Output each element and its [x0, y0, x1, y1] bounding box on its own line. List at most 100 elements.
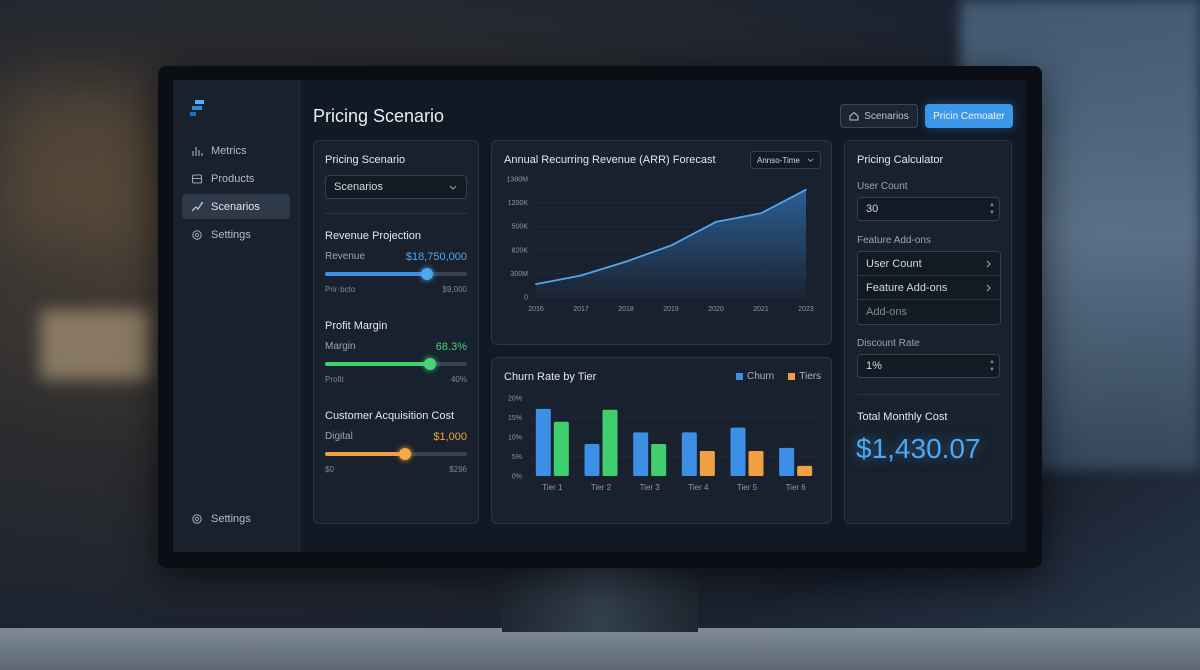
- churn-y-tick-label: 5%: [512, 454, 522, 461]
- user-count-input[interactable]: 30 ▲ ▼: [857, 197, 1000, 221]
- addons-list: User Count Feature Add-ons Add-ons: [857, 251, 1001, 325]
- monitor-stand: [502, 566, 698, 632]
- revenue-slider-handle[interactable]: [421, 268, 434, 280]
- arr-y-tick-label: 1200K: [508, 200, 529, 207]
- churn-chart-card: Churn Rate by Tier Churn Tiers 20% 15% 10%…: [491, 357, 832, 524]
- arr-data-point: [805, 188, 807, 191]
- total-monthly-cost-label: Total Monthly Cost: [857, 411, 948, 423]
- churn-y-tick-label: 0%: [512, 474, 522, 481]
- stepper-up-icon[interactable]: ▲: [989, 359, 995, 365]
- arr-chart-title: Annual Recurring Revenue (ARR) Forecast: [504, 154, 716, 166]
- gear-icon: [192, 229, 202, 240]
- churn-x-tick-label: Tier 6: [786, 483, 807, 492]
- margin-label: Margin: [325, 341, 356, 352]
- sidebar-footer-settings[interactable]: Settings: [182, 506, 290, 531]
- scenarios-icon: [191, 201, 203, 211]
- arr-data-point: [535, 283, 537, 286]
- revenue-max-label: $9,000: [442, 285, 467, 294]
- addon-item-label: Feature Add-ons: [866, 281, 948, 294]
- sidebar-item-settings[interactable]: Settings: [182, 222, 290, 247]
- stepper-down-icon[interactable]: ▼: [989, 367, 995, 373]
- pricing-calculator-button[interactable]: Pricin Cemoater: [925, 104, 1013, 128]
- revenue-projection-title: Revenue Projection: [325, 230, 422, 242]
- scenario-select[interactable]: Scenarios: [325, 175, 467, 199]
- addon-item-feature-addons[interactable]: Feature Add-ons: [858, 276, 1000, 300]
- legend-swatch-churn: [736, 373, 743, 380]
- churn-y-tick-label: 20%: [508, 396, 522, 403]
- churn-bar-retention: [602, 409, 618, 476]
- margin-slider-handle[interactable]: [424, 358, 437, 370]
- calculator-card: Pricing Calculator User Count 30 ▲ ▼ Feat…: [844, 140, 1012, 524]
- churn-bar-churn: [681, 432, 697, 476]
- arr-area: [536, 189, 806, 297]
- sidebar: Metrics Products Scenarios Settings Sett…: [173, 80, 300, 552]
- arr-x-tick-label: 2018: [618, 306, 634, 313]
- gear-icon: [192, 513, 202, 524]
- churn-bar-tiers: [797, 465, 813, 476]
- churn-chart: 20% 15% 10% 5% 0% Tier 1 Tier 2 Tier 3 Tier 4 Tie…: [508, 396, 822, 492]
- addons-placeholder-label: Add-ons: [866, 306, 907, 318]
- profit-margin-title: Profit Margin: [325, 320, 388, 332]
- arr-y-tick-label: 820K: [512, 247, 529, 254]
- stepper-down-icon[interactable]: ▼: [989, 210, 995, 216]
- addon-item-user-count[interactable]: User Count: [858, 252, 1000, 276]
- churn-bar-churn: [779, 447, 795, 476]
- arr-y-tick-label: 1380M: [507, 177, 529, 184]
- chevron-right-icon: [986, 260, 991, 267]
- discount-rate-value: 1%: [866, 360, 882, 372]
- scenarios-button[interactable]: Scenarios: [840, 104, 918, 128]
- sidebar-item-label: Products: [211, 172, 255, 185]
- sidebar-item-label: Settings: [211, 228, 251, 241]
- arr-data-point: [715, 221, 717, 223]
- sidebar-item-metrics[interactable]: Metrics: [182, 138, 290, 163]
- churn-bar-churn: [584, 444, 600, 476]
- divider: [325, 213, 467, 214]
- cac-min-label: $0: [325, 465, 334, 474]
- home-icon: [849, 111, 859, 121]
- discount-rate-input[interactable]: 1% ▲ ▼: [857, 354, 1000, 378]
- sidebar-footer-label: Settings: [211, 512, 251, 525]
- calculator-title: Pricing Calculator: [857, 154, 944, 166]
- churn-bar-churn: [535, 408, 551, 476]
- sidebar-item-label: Metrics: [211, 144, 247, 157]
- addons-label: Feature Add-ons: [857, 235, 931, 246]
- arr-data-point: [625, 260, 627, 263]
- margin-min-label: Profit: [325, 375, 344, 384]
- revenue-slider-fill: [325, 272, 428, 276]
- discount-stepper[interactable]: ▲ ▼: [989, 358, 995, 374]
- revenue-min-label: Prir·bcto: [325, 285, 356, 294]
- sidebar-item-scenarios[interactable]: Scenarios: [182, 194, 290, 219]
- arr-y-tick-label: 300M: [510, 271, 528, 278]
- legend-item-churn: Churn: [736, 371, 774, 382]
- stepper-up-icon[interactable]: ▲: [989, 202, 995, 208]
- addons-placeholder[interactable]: Add-ons: [858, 300, 1000, 324]
- arr-y-tick-label: 500K: [512, 224, 529, 231]
- churn-y-tick-label: 10%: [508, 435, 522, 442]
- chevron-down-icon: [449, 185, 457, 190]
- page-title: Pricing Scenario: [313, 106, 445, 126]
- legend-item-tiers: Tiers: [788, 371, 821, 382]
- cac-label: Digital: [325, 431, 353, 442]
- scenario-card: Pricing Scenario Scenarios Revenue Proje…: [313, 140, 479, 524]
- churn-y-tick-label: 15%: [508, 415, 522, 422]
- margin-value: 68.3%: [435, 341, 467, 353]
- arr-x-tick-label: 2023: [798, 306, 814, 313]
- user-count-stepper[interactable]: ▲ ▼: [989, 201, 995, 217]
- monitor: Metrics Products Scenarios Settings Sett…: [158, 66, 1042, 568]
- cac-title: Customer Acquisition Cost: [325, 410, 454, 422]
- sidebar-item-products[interactable]: Products: [182, 166, 290, 191]
- legend-label-tiers: Tiers: [799, 371, 822, 382]
- box-icon: [191, 173, 203, 184]
- arr-x-tick-label: 2019: [663, 306, 679, 313]
- arr-range-value: Annso-Time: [757, 155, 800, 165]
- arr-y-tick-label: 0: [524, 295, 528, 302]
- background-lamp: [40, 310, 150, 380]
- user-count-label: User Count: [857, 181, 908, 192]
- arr-range-dropdown[interactable]: Annso-Time: [750, 151, 821, 169]
- cac-slider-handle[interactable]: [398, 448, 411, 460]
- logo-icon: [190, 100, 204, 116]
- chevron-down-icon: [807, 158, 814, 162]
- churn-x-tick-label: Tier 1: [542, 483, 563, 492]
- revenue-value: $18,750,000: [405, 251, 467, 263]
